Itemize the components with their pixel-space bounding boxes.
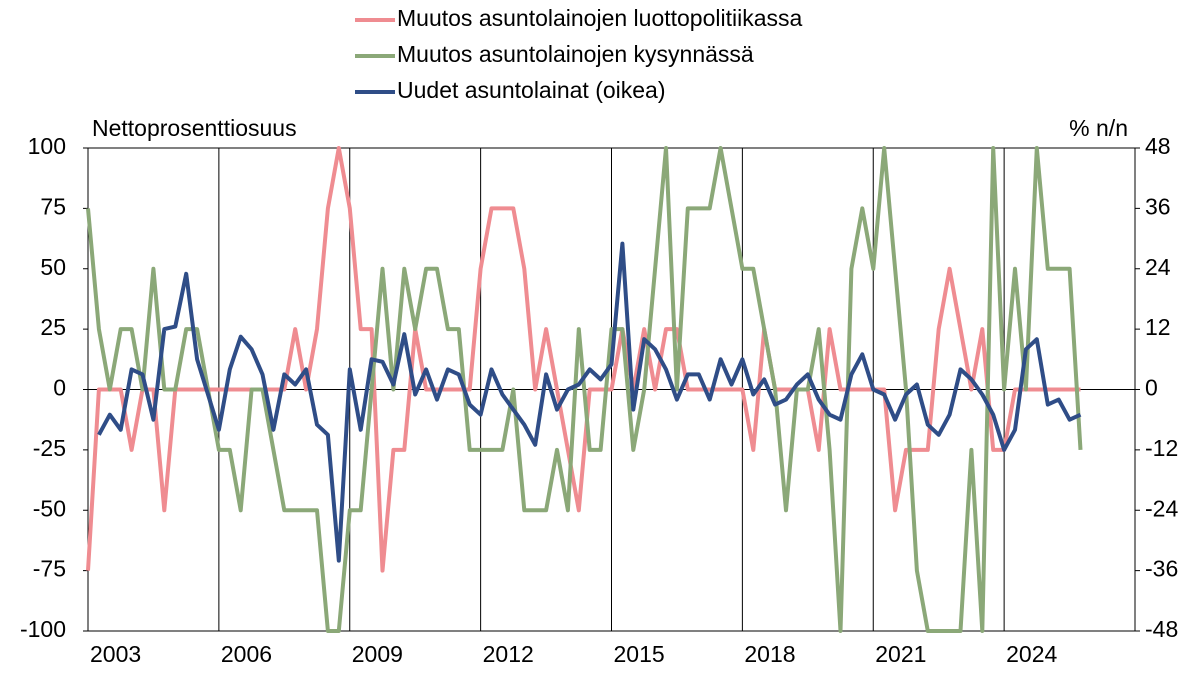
x-tick-label: 2006 — [221, 641, 272, 667]
y2-tick-label: 48 — [1145, 133, 1171, 159]
x-tick-label: 2009 — [352, 641, 403, 667]
y-tick-label: 50 — [40, 254, 66, 280]
data-line — [97, 241, 1082, 563]
y-tick-label: 0 — [53, 375, 66, 401]
x-tick-label: 2012 — [483, 641, 534, 667]
y2-axis-label: % n/n — [1069, 115, 1128, 141]
x-tick-label: 2024 — [1006, 641, 1057, 667]
y-tick-label: 25 — [40, 314, 66, 340]
y2-tick-label: -12 — [1145, 435, 1178, 461]
y-tick-label: 75 — [40, 193, 66, 219]
y-tick-label: -25 — [33, 435, 66, 461]
y2-tick-label: 36 — [1145, 193, 1171, 219]
y-axis-label: Nettoprosenttiosuus — [92, 115, 297, 141]
y2-tick-label: -24 — [1145, 495, 1178, 521]
legend-label: Uudet asuntolainat (oikea) — [397, 77, 666, 103]
y2-tick-label: 0 — [1145, 375, 1158, 401]
y-tick-label: -75 — [33, 556, 66, 582]
y-tick-label: -100 — [20, 616, 66, 642]
y2-tick-label: 12 — [1145, 314, 1171, 340]
legend-label: Muutos asuntolainojen luottopolitiikassa — [397, 5, 803, 31]
x-tick-label: 2015 — [614, 641, 665, 667]
x-tick-label: 2003 — [90, 641, 141, 667]
x-tick-label: 2018 — [744, 641, 795, 667]
data-line — [86, 146, 1081, 573]
y-tick-label: 100 — [28, 133, 66, 159]
data-line — [86, 146, 1083, 633]
legend-label: Muutos asuntolainojen kysynnässä — [397, 41, 754, 67]
x-tick-label: 2021 — [875, 641, 926, 667]
y2-tick-label: -48 — [1145, 616, 1178, 642]
y-tick-label: -50 — [33, 495, 66, 521]
y2-tick-label: -36 — [1145, 556, 1178, 582]
y2-tick-label: 24 — [1145, 254, 1171, 280]
